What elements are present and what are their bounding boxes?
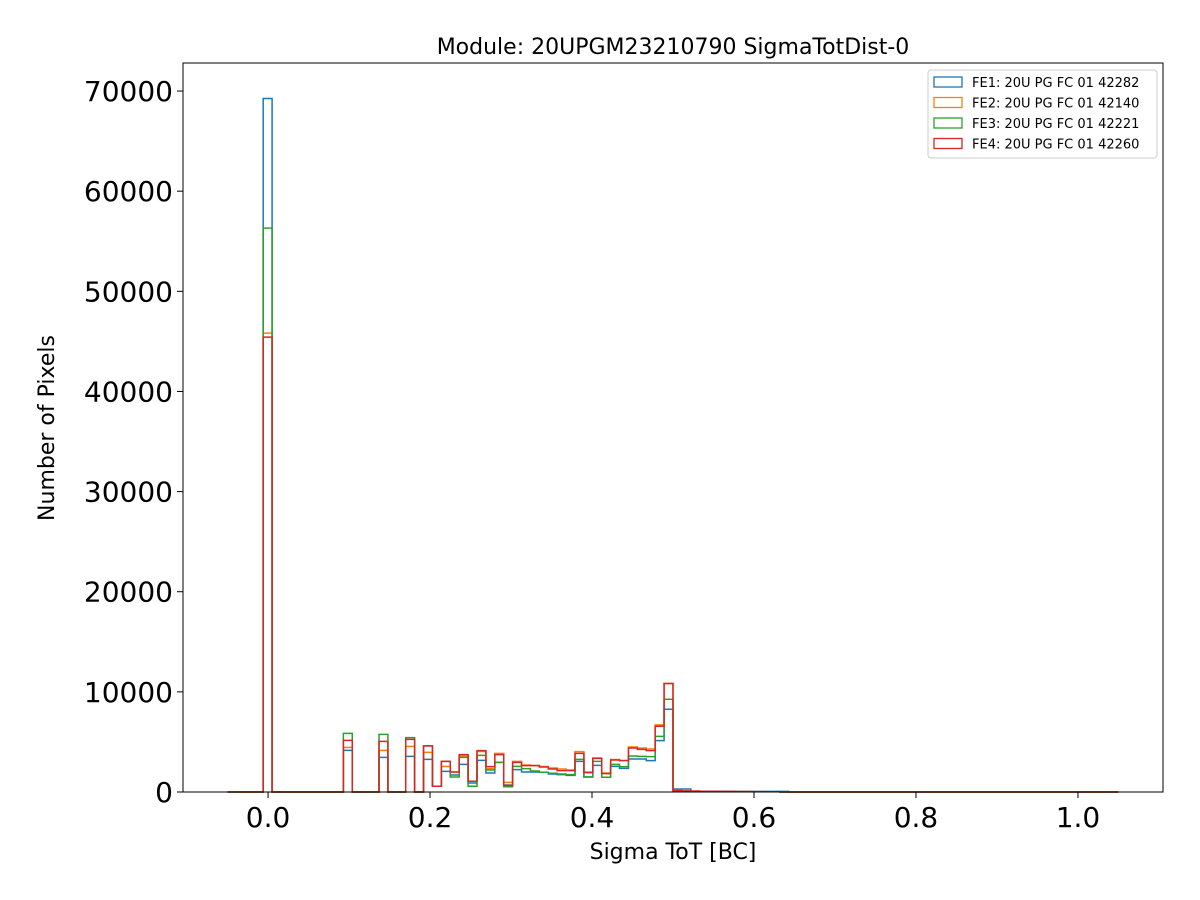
legend-swatch-fe3 xyxy=(933,117,963,129)
legend: FE1: 20U PG FC 01 42282 FE2: 20U PG FC 01… xyxy=(927,69,1158,159)
legend-swatch-fe4 xyxy=(933,137,963,150)
chart-title: Module: 20UPGM23210790 SigmaTotDist-0 xyxy=(437,35,910,60)
x-tick-label: 0.0 xyxy=(246,801,291,834)
x-tick-label: 1.0 xyxy=(1056,801,1101,834)
x-tick-label: 0.2 xyxy=(408,801,453,834)
y-axis-ticks: 0 10000 20000 30000 40000 50000 60000 70000 xyxy=(84,75,183,809)
y-tick-label: 50000 xyxy=(84,275,173,308)
legend-label-fe2: FE2: 20U PG FC 01 42140 xyxy=(972,97,1139,112)
y-tick-label: 10000 xyxy=(84,676,173,709)
legend-swatch-fe1 xyxy=(933,76,963,88)
legend-swatch-fe2 xyxy=(933,96,963,109)
legend-label-fe4: FE4: 20U PG FC 01 42260 xyxy=(972,138,1139,153)
x-tick-label: 0.4 xyxy=(570,801,615,834)
y-tick-label: 20000 xyxy=(84,576,173,609)
y-axis-label: Number of Pixels xyxy=(35,335,60,521)
legend-box xyxy=(927,69,1158,159)
legend-label-fe1: FE1: 20U PG FC 01 42282 xyxy=(972,76,1139,91)
y-tick-label: 30000 xyxy=(84,476,173,509)
y-tick-label: 70000 xyxy=(84,75,173,108)
x-tick-label: 0.6 xyxy=(732,801,777,834)
x-axis-label: Sigma ToT [BC] xyxy=(590,840,757,865)
y-tick-label: 0 xyxy=(155,776,173,809)
series-layer xyxy=(227,97,1119,793)
y-tick-label: 40000 xyxy=(84,375,173,408)
legend-label-fe3: FE3: 20U PG FC 01 42221 xyxy=(972,117,1139,132)
x-tick-label: 0.8 xyxy=(894,801,939,834)
x-axis-ticks: 0.0 0.2 0.4 0.6 0.8 1.0 xyxy=(246,792,1100,834)
y-tick-label: 60000 xyxy=(84,175,173,208)
plot-frame xyxy=(182,62,1164,793)
series-fe4-step-line xyxy=(227,336,1119,793)
